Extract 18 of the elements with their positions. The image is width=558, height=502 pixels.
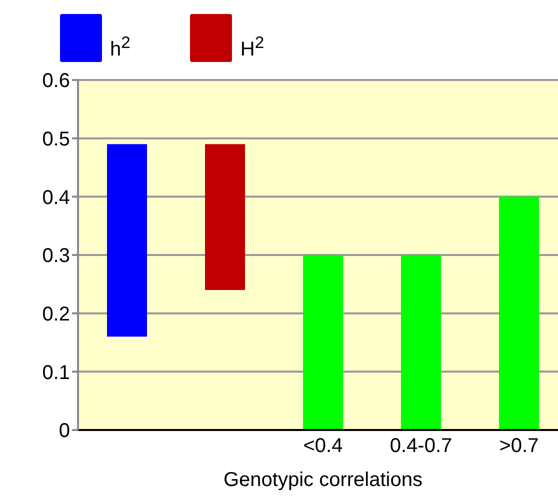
y-tick-label: 0.3 [42, 245, 70, 268]
x-tick-label: 0.4-0.7 [390, 435, 452, 458]
x-tick-label: <0.4 [303, 435, 343, 458]
bar [499, 196, 539, 430]
x-axis-title: Genotypic correlations [224, 469, 422, 491]
bar [303, 255, 343, 430]
x-tick-label: >0.7 [499, 435, 539, 458]
bar [205, 144, 245, 290]
y-tick-label: 0.2 [42, 303, 70, 326]
y-tick-label: 0.4 [42, 186, 70, 209]
y-tick-label: 0.6 [42, 70, 70, 92]
y-tick-label: 0 [58, 420, 70, 442]
legend-label: h$^{2}$ [110, 33, 130, 62]
bar [401, 255, 441, 430]
y-tick-label: 0.5 [42, 128, 70, 150]
legend-label: H$^{2}$ [240, 33, 264, 62]
y-tick-label: 0.1 [42, 362, 70, 384]
bar [107, 144, 147, 337]
